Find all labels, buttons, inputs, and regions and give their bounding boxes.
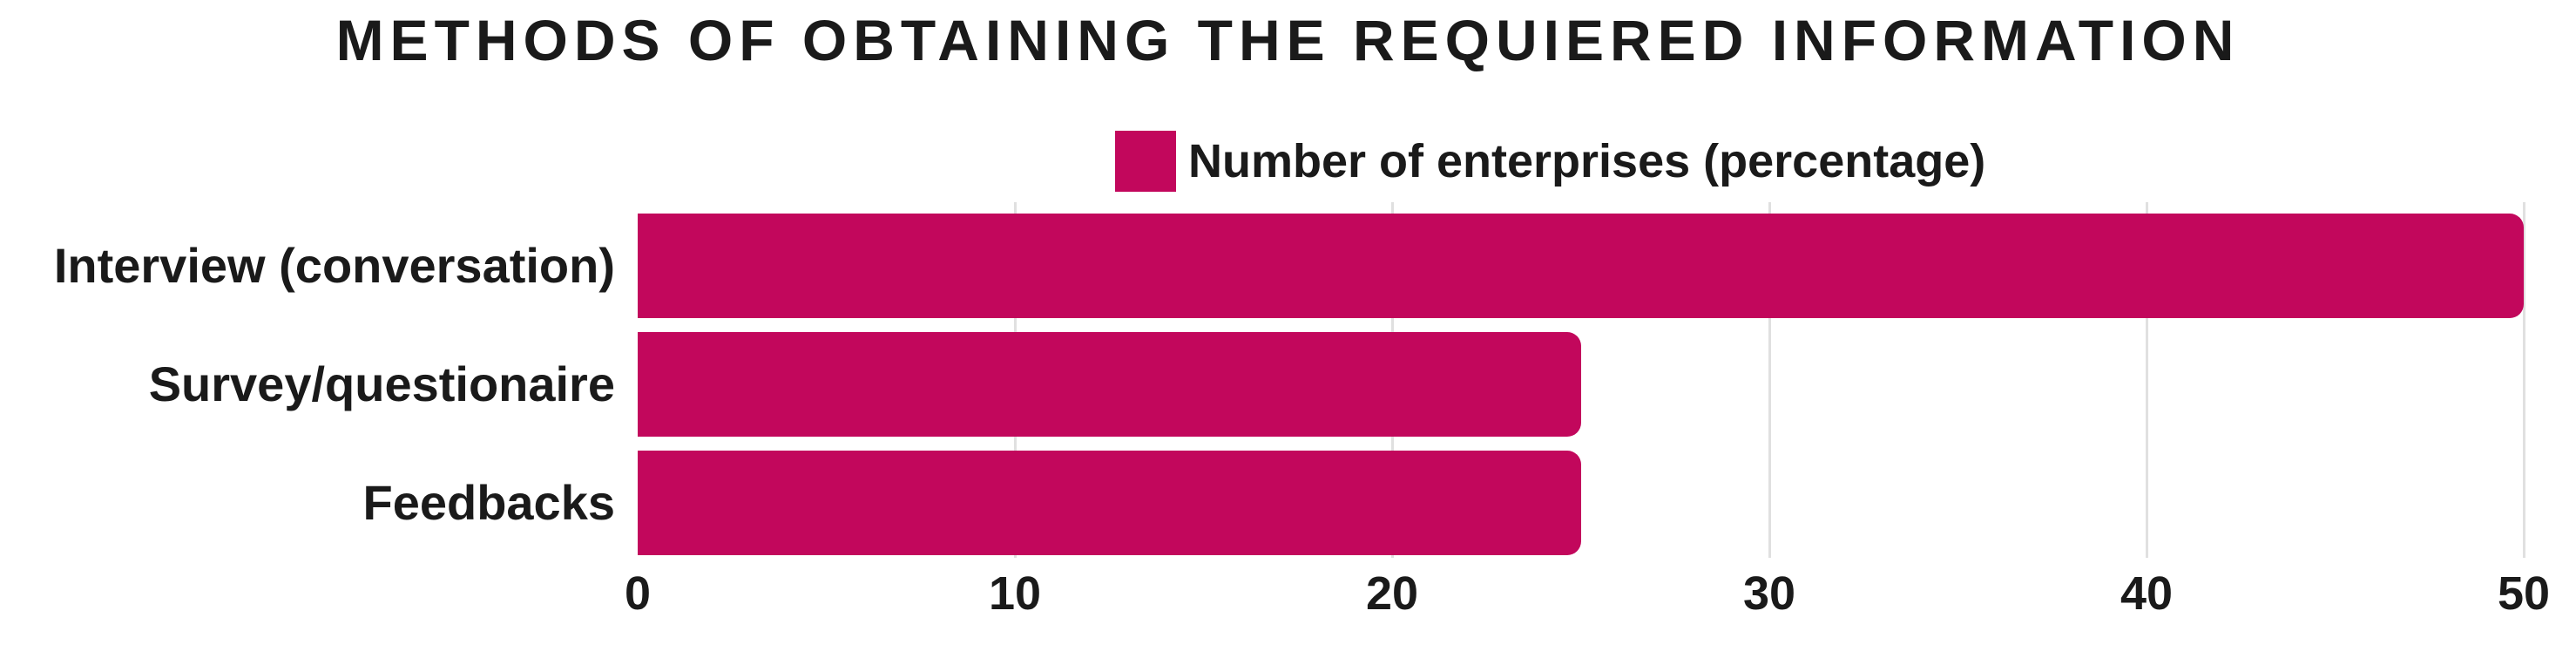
x-tick-label: 50 [2497,567,2551,620]
legend: Number of enterprises (percentage) [1115,131,1985,192]
bar-interview [638,214,2524,318]
bars [638,202,2524,558]
category-label-interview: Interview (conversation) [53,238,615,293]
bar-feedbacks [638,451,1581,555]
x-tick-label: 0 [624,567,652,620]
x-tick-label: 30 [1742,567,1796,620]
x-tick-label: 40 [2120,567,2174,620]
bar-survey [638,332,1581,437]
plot-area [638,202,2525,558]
chart-title: METHODS OF OBTAINING THE REQUIERED INFOR… [335,8,2241,72]
gridline [2146,202,2148,558]
gridline [1768,202,1771,558]
category-label-feedbacks: Feedbacks [362,475,616,530]
legend-swatch-icon [1115,131,1176,192]
legend-label: Number of enterprises (percentage) [1188,135,1986,187]
gridline [2523,202,2525,558]
category-axis: Interview (conversation) Survey/question… [0,202,615,558]
x-tick-label: 20 [1365,567,1419,620]
x-tick-label: 10 [988,567,1042,620]
category-label-survey: Survey/questionaire [148,356,615,411]
x-axis: 0 10 20 30 40 50 [625,567,2550,636]
